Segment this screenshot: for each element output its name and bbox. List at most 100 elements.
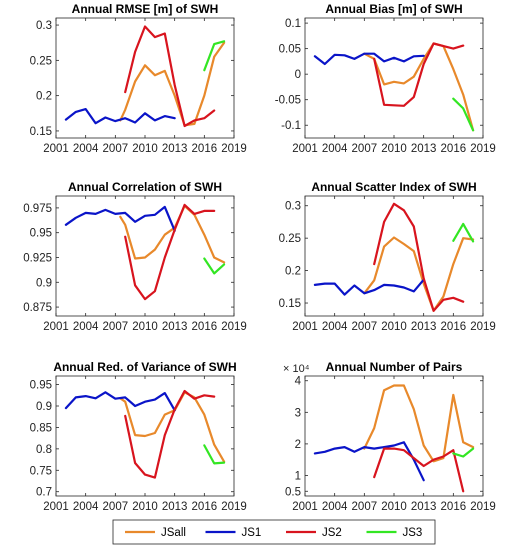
x-tick-label: 2001 bbox=[43, 321, 69, 333]
x-tick-label: 2013 bbox=[411, 321, 437, 333]
x-tick-label: 2013 bbox=[411, 143, 437, 155]
series-line-js3 bbox=[203, 257, 226, 275]
y-tick-label: 0.1 bbox=[285, 18, 301, 30]
x-tick-label: 2004 bbox=[73, 501, 99, 513]
x-tick-label: 2004 bbox=[322, 143, 348, 155]
y-tick-label: 0 bbox=[295, 69, 301, 81]
x-tick-label: 2007 bbox=[352, 321, 378, 333]
x-tick-label: 2010 bbox=[132, 143, 158, 155]
y-tick-label: 4 bbox=[295, 376, 302, 388]
y-tick-label: 0.95 bbox=[30, 228, 52, 240]
x-tick-label: 2010 bbox=[381, 143, 407, 155]
series-line-js1 bbox=[313, 278, 425, 296]
x-tick-label: 2007 bbox=[103, 501, 129, 513]
x-tick-label: 2016 bbox=[441, 321, 467, 333]
x-tick-label: 2013 bbox=[162, 143, 188, 155]
series-line-jsall bbox=[363, 384, 475, 463]
series-line-jsall bbox=[119, 204, 226, 264]
series-line-jsall bbox=[119, 41, 226, 127]
y-tick-label: 0.25 bbox=[279, 233, 301, 245]
plot-area bbox=[304, 17, 484, 139]
legend-label-js2: JS2 bbox=[322, 527, 342, 539]
y-tick-label: 1 bbox=[295, 470, 301, 482]
x-tick-label: 2004 bbox=[322, 321, 348, 333]
legend-label-jsall: JSall bbox=[161, 527, 186, 539]
x-tick-label: 2016 bbox=[192, 501, 218, 513]
x-tick-label: 2010 bbox=[381, 321, 407, 333]
x-tick-label: 2001 bbox=[292, 501, 318, 513]
x-tick-label: 2019 bbox=[221, 501, 247, 513]
plot-area bbox=[55, 17, 235, 139]
series-line-js2 bbox=[373, 42, 465, 107]
x-tick-label: 2013 bbox=[162, 501, 188, 513]
y-tick-label: 0.95 bbox=[30, 380, 52, 392]
y-tick-label: 0.05 bbox=[279, 44, 301, 56]
x-tick-label: 2010 bbox=[132, 321, 158, 333]
series-line-js2 bbox=[373, 202, 465, 312]
x-tick-label: 2004 bbox=[73, 143, 99, 155]
y-tick-label: 0.2 bbox=[285, 266, 301, 278]
series-line-js3 bbox=[203, 40, 226, 72]
series-line-js1 bbox=[313, 52, 425, 66]
series-line-js3 bbox=[452, 447, 475, 458]
series-line-js1 bbox=[313, 441, 425, 482]
x-tick-label: 2013 bbox=[411, 501, 437, 513]
panel-1: Annual RMSE [m] of SWH 2001 2004 2007 2010 20… bbox=[30, 2, 247, 155]
series-line-js2 bbox=[124, 389, 216, 479]
y-tick-label: 0.5 bbox=[285, 486, 301, 498]
x-tick-label: 2007 bbox=[352, 501, 378, 513]
x-tick-label: 2004 bbox=[73, 321, 99, 333]
y-tick-label: 0.3 bbox=[36, 20, 52, 32]
panel-5: Annual Red. of Variance of SWH 2001 2004 20… bbox=[30, 360, 247, 513]
series-line-jsall bbox=[119, 391, 226, 463]
x-tick-label: 2004 bbox=[322, 501, 348, 513]
legend: JSall JS1 JS2 JS3 bbox=[112, 519, 436, 545]
plot-area bbox=[304, 375, 484, 497]
x-tick-label: 2019 bbox=[470, 321, 496, 333]
panel-2: Annual Bias [m] of SWH 2001 2004 2007 2010 20… bbox=[275, 2, 496, 155]
y-tick-label: 2 bbox=[295, 439, 301, 451]
x-tick-label: 2007 bbox=[103, 143, 129, 155]
y-tick-label: 0.9 bbox=[36, 401, 52, 413]
x-tick-label: 2001 bbox=[43, 143, 69, 155]
panel-title: Annual Scatter Index of SWH bbox=[311, 180, 476, 194]
y-tick-label: -0.1 bbox=[281, 120, 301, 132]
y-tick-label: 3 bbox=[295, 407, 301, 419]
series-line-jsall bbox=[363, 42, 475, 132]
legend-label-js3: JS3 bbox=[403, 527, 423, 539]
y-tick-label: 0.75 bbox=[30, 465, 52, 477]
y-tick-label: 0.975 bbox=[23, 203, 52, 215]
y-tick-label: -0.05 bbox=[275, 95, 301, 107]
panel-title: Annual RMSE [m] of SWH bbox=[72, 2, 219, 16]
series-line-js2 bbox=[124, 203, 216, 301]
y-tick-label: 0.85 bbox=[30, 422, 52, 434]
series-line-js3 bbox=[452, 222, 475, 243]
x-tick-label: 2013 bbox=[162, 321, 188, 333]
y-tick-label: 0.7 bbox=[36, 487, 52, 499]
series-line-js1 bbox=[64, 107, 176, 125]
series-line-js2 bbox=[373, 447, 465, 493]
x-tick-label: 2010 bbox=[132, 501, 158, 513]
x-tick-label: 2016 bbox=[192, 321, 218, 333]
y-tick-label: 0.875 bbox=[23, 302, 52, 314]
x-tick-label: 2007 bbox=[352, 143, 378, 155]
series-line-js2 bbox=[124, 25, 216, 128]
y-exponent-label: × 10⁴ bbox=[283, 363, 310, 375]
y-tick-label: 0.3 bbox=[285, 201, 301, 213]
panel-title: Annual Bias [m] of SWH bbox=[325, 2, 462, 16]
x-tick-label: 2016 bbox=[441, 143, 467, 155]
y-tick-label: 0.8 bbox=[36, 444, 52, 456]
series-line-js1 bbox=[64, 205, 176, 232]
y-tick-label: 0.25 bbox=[30, 55, 52, 67]
legend-label-js1: JS1 bbox=[242, 527, 262, 539]
x-tick-label: 2019 bbox=[221, 143, 247, 155]
panel-title: Annual Correlation of SWH bbox=[68, 180, 222, 194]
x-tick-label: 2016 bbox=[441, 501, 467, 513]
y-tick-label: 0.9 bbox=[36, 277, 52, 289]
panel-title: Annual Red. of Variance of SWH bbox=[53, 360, 236, 374]
series-line-jsall bbox=[363, 236, 475, 312]
